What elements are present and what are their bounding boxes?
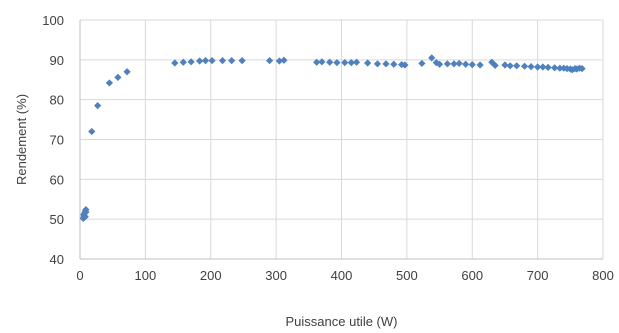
data-point (435, 60, 444, 68)
data-point (333, 59, 341, 67)
data-point (373, 60, 382, 68)
tick-labels: 0 100 200 300 400 500 600 700 800 40 50 60 70 80 90 100 (42, 13, 614, 283)
data-point (450, 60, 458, 68)
y-tick-label: 60 (50, 172, 64, 187)
data-point (556, 64, 564, 72)
data-point (341, 59, 349, 67)
data-point (179, 58, 187, 66)
data-point (520, 62, 529, 70)
data-point (428, 54, 436, 62)
data-point (501, 61, 509, 69)
data-point (171, 59, 179, 67)
data-point (218, 57, 227, 65)
data-point (539, 63, 547, 71)
x-tick-label: 500 (396, 268, 418, 283)
axes (79, 20, 603, 260)
data-point (201, 57, 210, 65)
x-tick-label: 300 (265, 268, 287, 283)
data-point (568, 66, 576, 74)
data-point (491, 61, 499, 70)
data-point (527, 63, 535, 71)
data-point (196, 57, 204, 65)
data-point (578, 64, 586, 73)
x-tick-label: 400 (331, 268, 353, 283)
data-point (443, 60, 452, 68)
y-tick-label: 40 (50, 252, 64, 267)
data-point (318, 58, 326, 66)
data-point (401, 61, 409, 69)
x-tick-label: 700 (527, 268, 549, 283)
x-axis-title: Puissance utile (W) (286, 314, 398, 329)
data-point (208, 57, 216, 65)
data-point (551, 64, 559, 72)
data-point (187, 58, 195, 66)
data-point (476, 61, 484, 69)
data-point (123, 68, 131, 76)
data-point (82, 208, 90, 216)
data-point (364, 59, 372, 67)
x-tick-label: 0 (76, 268, 83, 283)
data-point (560, 64, 568, 72)
data-point (94, 102, 102, 110)
data-point (347, 59, 355, 67)
data-point (506, 62, 514, 70)
data-point (228, 57, 236, 65)
data-point (238, 57, 246, 65)
data-point (390, 60, 398, 68)
data-point (462, 60, 470, 68)
x-tick-label: 100 (135, 268, 157, 283)
data-point (81, 213, 89, 221)
x-tick-label: 600 (461, 268, 483, 283)
y-tick-label: 80 (50, 93, 64, 108)
data-point (352, 58, 361, 66)
data-point (313, 58, 321, 66)
data-point (563, 64, 571, 73)
data-point (88, 127, 96, 136)
data-point (468, 61, 476, 69)
data-point (544, 63, 552, 72)
data-point (326, 58, 334, 66)
y-tick-label: 100 (42, 13, 64, 28)
data-point (488, 58, 496, 66)
data-point (382, 60, 390, 68)
data-point (513, 62, 521, 70)
data-point (105, 79, 114, 87)
data-point (534, 63, 542, 71)
data-point (455, 59, 463, 68)
y-tick-label: 70 (50, 133, 64, 148)
y-tick-label: 50 (50, 212, 64, 227)
y-tick-label: 90 (50, 53, 64, 68)
data-point (398, 61, 406, 69)
grid-lines (79, 19, 604, 260)
data-point (265, 57, 274, 65)
data-point (418, 59, 426, 68)
x-tick-label: 200 (200, 268, 222, 283)
data-point (280, 56, 288, 64)
data-point (275, 57, 283, 65)
data-point (114, 73, 122, 81)
x-tick-label: 800 (592, 268, 614, 283)
y-axis-title: Rendement (%) (14, 94, 29, 185)
data-points (79, 54, 586, 222)
